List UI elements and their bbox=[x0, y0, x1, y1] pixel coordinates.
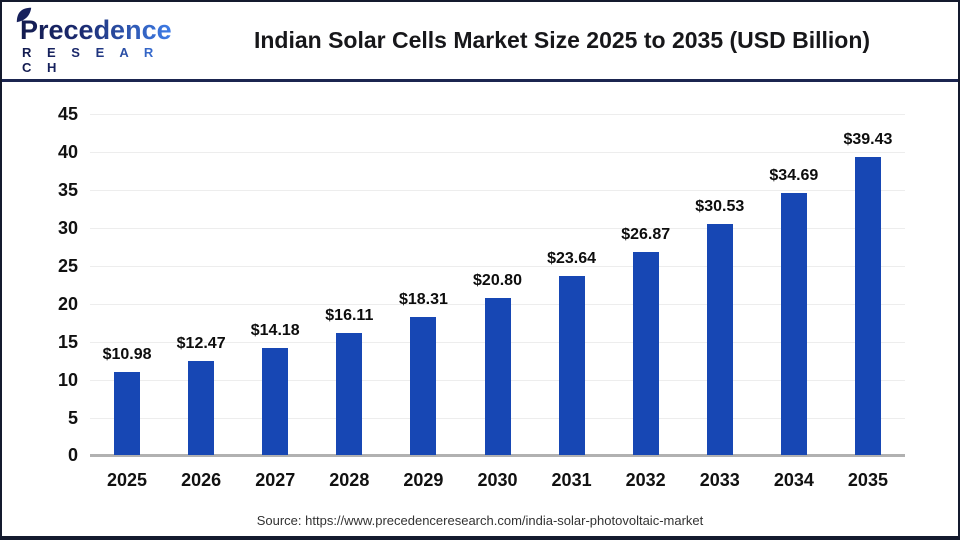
precedence-research-logo: Precedence R E S E A R C H bbox=[16, 7, 172, 75]
bar bbox=[484, 297, 511, 456]
x-axis-category-label: 2025 bbox=[107, 470, 148, 490]
x-axis-category-label: 2030 bbox=[477, 470, 518, 490]
x-axis-category-label: 2031 bbox=[551, 470, 592, 490]
logo-subtext: R E S E A R C H bbox=[20, 45, 170, 75]
bar-value-label: $10.98 bbox=[102, 346, 152, 364]
bar-value-label: $12.47 bbox=[176, 334, 226, 352]
gridline bbox=[90, 190, 905, 192]
x-axis-category-label: 2033 bbox=[699, 470, 740, 490]
gridline bbox=[90, 265, 905, 267]
bar bbox=[262, 347, 289, 456]
gridline bbox=[90, 114, 905, 116]
y-axis-tick-label: 10 bbox=[57, 369, 78, 390]
bar bbox=[410, 316, 437, 456]
bar bbox=[114, 372, 141, 456]
x-axis-line bbox=[90, 453, 905, 457]
y-axis-tick-label: 40 bbox=[57, 142, 78, 163]
x-axis-category-label: 2028 bbox=[329, 470, 370, 490]
x-axis-category-label: 2026 bbox=[181, 470, 222, 490]
y-axis-tick-label: 15 bbox=[57, 331, 78, 352]
y-axis-tick-label: 5 bbox=[67, 407, 78, 428]
x-axis-category-label: 2032 bbox=[625, 470, 666, 490]
bar-value-label: $14.18 bbox=[250, 321, 300, 339]
bar-value-label: $18.31 bbox=[398, 290, 448, 308]
source-note: Source: https://www.precedenceresearch.c… bbox=[256, 513, 704, 528]
bar-value-label: $16.11 bbox=[325, 307, 374, 325]
bar bbox=[780, 192, 807, 456]
bar-value-label: $23.64 bbox=[547, 250, 597, 268]
y-axis-tick-label: 0 bbox=[67, 445, 78, 466]
gridline bbox=[90, 228, 905, 230]
y-axis-tick-label: 20 bbox=[57, 293, 78, 314]
x-axis-category-label: 2029 bbox=[403, 470, 444, 490]
x-axis-category-label: 2034 bbox=[773, 470, 814, 490]
x-axis-category-label: 2027 bbox=[255, 470, 296, 490]
bar bbox=[558, 276, 585, 456]
bar-value-label: $39.43 bbox=[843, 130, 893, 148]
bar bbox=[188, 360, 215, 456]
bar bbox=[336, 333, 363, 456]
y-axis-tick-label: 35 bbox=[57, 180, 78, 201]
y-axis-tick-label: 30 bbox=[57, 218, 78, 239]
y-axis-tick-label: 25 bbox=[57, 255, 78, 276]
x-axis-category-label: 2035 bbox=[847, 470, 888, 490]
chart-title: Indian Solar Cells Market Size 2025 to 2… bbox=[253, 27, 871, 53]
logo-text: Precedence bbox=[20, 15, 172, 45]
logo-wordmark: Precedence bbox=[16, 7, 172, 45]
bar-value-label: $26.87 bbox=[621, 225, 671, 243]
bar-value-label: $34.69 bbox=[769, 166, 819, 184]
y-axis-tick-label: 45 bbox=[57, 104, 78, 125]
bar bbox=[854, 156, 881, 456]
bar bbox=[706, 224, 733, 456]
leaf-icon bbox=[16, 7, 32, 23]
header: Precedence R E S E A R C H Indian Solar … bbox=[2, 2, 958, 82]
bar-value-label: $30.53 bbox=[695, 198, 745, 216]
gridline bbox=[90, 152, 905, 154]
bar-value-label: $20.80 bbox=[473, 271, 522, 289]
bar bbox=[632, 251, 659, 456]
